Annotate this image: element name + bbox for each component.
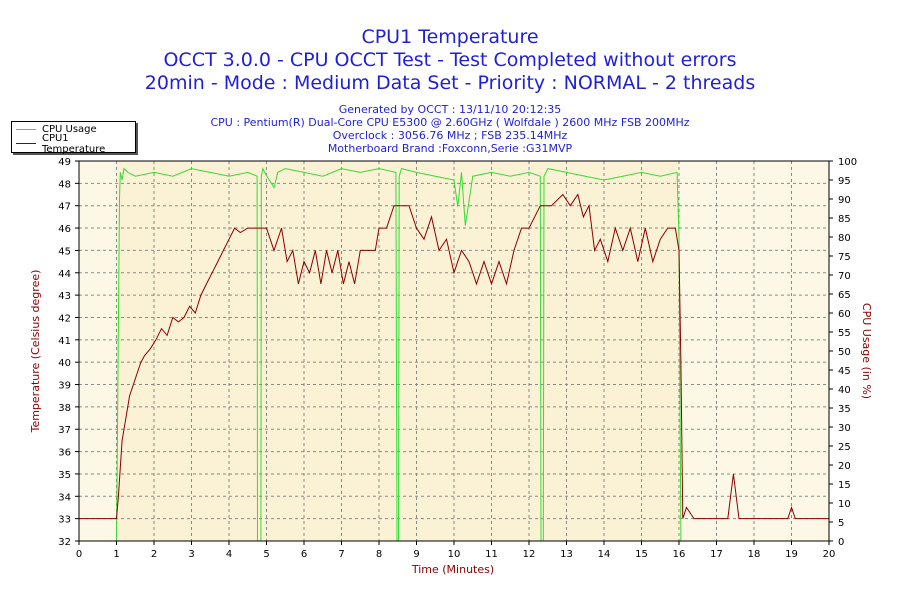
series-line-cpu1-temperature	[79, 193, 829, 520]
y2-tick-label: 55	[838, 328, 851, 339]
x-tick-label: 3	[188, 549, 194, 560]
x-tick-label: 5	[263, 549, 269, 560]
y2-tick-label: 15	[838, 480, 851, 491]
y-tick-label: 44	[58, 269, 71, 280]
y2-axis-title: CPU Usage (in %)	[860, 303, 873, 399]
y-tick-label: 36	[58, 448, 71, 459]
y2-tick-label: 35	[838, 404, 851, 415]
x-tick-label: 7	[338, 549, 344, 560]
x-tick-label: 20	[823, 549, 836, 560]
y-tick-label: 34	[58, 492, 71, 503]
y2-tick-label: 20	[838, 461, 851, 472]
legend-item-cpu1-temperature: CPU1 Temperature	[16, 133, 135, 155]
y2-tick-label: 50	[838, 347, 851, 358]
y2-tick-label: 85	[838, 214, 851, 225]
y-tick-label: 37	[58, 425, 71, 436]
x-tick-label: 11	[485, 549, 498, 560]
x-tick-label: 16	[673, 549, 686, 560]
chart-subtitle-2: 20min - Mode : Medium Data Set - Priorit…	[144, 72, 756, 94]
y2-tick-label: 60	[838, 309, 851, 320]
legend-label-cpu-usage: CPU Usage	[42, 124, 97, 135]
y2-tick-label: 95	[838, 176, 851, 187]
x-tick-label: 14	[598, 549, 611, 560]
y-tick-label: 40	[58, 358, 71, 369]
y-tick-label: 47	[58, 202, 71, 213]
y2-tick-label: 80	[838, 233, 851, 244]
y-tick-label: 33	[58, 515, 71, 526]
y2-tick-label: 100	[838, 157, 857, 168]
x-tick-label: 19	[785, 549, 798, 560]
legend: CPU Usage CPU1 Temperature	[11, 121, 136, 155]
y-tick-label: 42	[58, 313, 71, 324]
legend-item-cpu-usage: CPU Usage	[16, 123, 97, 136]
axes: 0 1 2 3 4 5 6 7 8 9 10 11 12 13 14 15 16 17 18 19 2032333435…	[58, 157, 857, 560]
chart-title: CPU1 Temperature	[361, 26, 539, 48]
y2-tick-label: 30	[838, 423, 851, 434]
x-tick-label: 17	[710, 549, 723, 560]
info-generated: Generated by OCCT : 13/11/10 20:12:35	[338, 103, 562, 116]
y2-tick-label: 40	[838, 385, 851, 396]
legend-swatch-cpu1-temperature	[16, 143, 36, 144]
x-tick-label: 13	[560, 549, 573, 560]
x-tick-label: 18	[748, 549, 761, 560]
y-tick-label: 45	[58, 246, 71, 257]
y-tick-label: 41	[58, 336, 71, 347]
y-axis-title: Temperature (Celsius degree)	[29, 270, 42, 434]
y2-tick-label: 0	[838, 537, 844, 548]
active-region	[116, 161, 679, 541]
y2-tick-label: 90	[838, 195, 851, 206]
y-tick-label: 43	[58, 291, 71, 302]
y2-tick-label: 10	[838, 499, 851, 510]
x-tick-label: 8	[376, 549, 382, 560]
x-tick-label: 15	[635, 549, 648, 560]
y-tick-label: 35	[58, 470, 71, 481]
legend-swatch-cpu-usage	[16, 129, 36, 130]
legend-label-cpu1-temperature: CPU1 Temperature	[41, 132, 106, 155]
x-tick-label: 6	[301, 549, 307, 560]
y-tick-label: 49	[58, 157, 71, 168]
x-tick-label: 4	[226, 549, 232, 560]
y2-tick-label: 65	[838, 290, 851, 301]
x-tick-label: 1	[113, 549, 119, 560]
y2-tick-label: 45	[838, 366, 851, 377]
x-axis-title: Time (Minutes)	[411, 563, 494, 576]
info-cpu: CPU : Pentium(R) Dual-Core CPU E5300 @ 2…	[210, 116, 690, 129]
y-tick-label: 38	[58, 403, 71, 414]
y2-tick-label: 25	[838, 442, 851, 453]
y-tick-label: 39	[58, 381, 71, 392]
x-tick-label: 12	[523, 549, 536, 560]
y2-tick-label: 70	[838, 271, 851, 282]
chart-subtitle-1: OCCT 3.0.0 - CPU OCCT Test - Test Comple…	[163, 49, 737, 71]
y2-tick-label: 75	[838, 252, 851, 263]
x-tick-label: 0	[76, 549, 82, 560]
y-tick-label: 32	[58, 537, 71, 548]
info-motherboard: Motherboard Brand :Foxconn,Serie :G31MVP	[327, 142, 573, 155]
y-tick-label: 48	[58, 179, 71, 190]
y-tick-label: 46	[58, 224, 71, 235]
x-tick-label: 9	[413, 549, 419, 560]
plot-background	[79, 161, 829, 541]
info-overclock: Overclock : 3056.76 MHz ; FSB 235.14MHz	[332, 129, 568, 142]
x-tick-label: 2	[151, 549, 157, 560]
x-tick-label: 10	[448, 549, 461, 560]
y2-tick-label: 5	[838, 518, 844, 529]
